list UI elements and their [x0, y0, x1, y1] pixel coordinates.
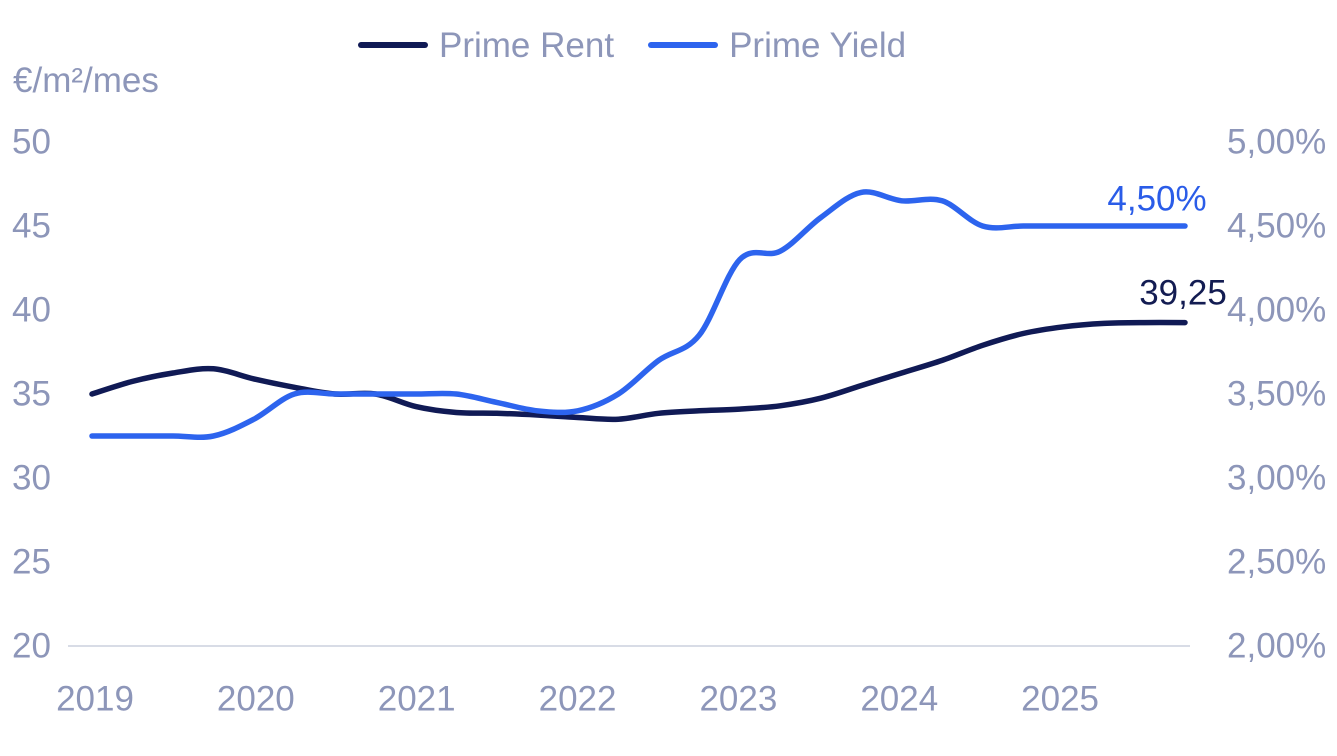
prime-rent-legend-label: Prime Rent: [439, 25, 615, 65]
legend: Prime Rent Prime Yield: [358, 24, 906, 66]
left-axis-tick: 20: [12, 626, 51, 666]
left-axis-tick: 25: [12, 542, 51, 582]
x-axis-tick: 2025: [1021, 679, 1100, 719]
left-axis-title: €/m²/mes: [13, 61, 159, 100]
right-axis-tick: 5,00%: [1227, 122, 1327, 162]
left-axis-tick: 45: [12, 206, 51, 246]
legend-item-prime-yield: Prime Yield: [648, 28, 906, 63]
left-axis-tick: 30: [12, 458, 51, 498]
right-axis-tick: 3,50%: [1227, 374, 1327, 414]
prime-rent-line: [89, 319, 1188, 423]
legend-item-prime-rent: Prime Rent: [358, 28, 614, 63]
x-axis-tick: 2023: [699, 679, 778, 719]
prime-yield-line: [89, 189, 1188, 440]
left-axis-tick: 50: [12, 122, 51, 162]
right-axis-tick: 4,50%: [1227, 206, 1327, 246]
right-axis-tick: 2,50%: [1227, 542, 1327, 582]
prime-yield-line-swatch: [648, 42, 719, 48]
x-axis-tick: 2021: [377, 679, 456, 719]
right-axis-tick: 2,00%: [1227, 626, 1327, 666]
x-axis-tick: 2019: [56, 679, 134, 719]
left-axis-tick: 35: [12, 374, 51, 414]
prime-yield-value-label: 4,50%: [1107, 179, 1207, 219]
right-axis-tick: 4,00%: [1227, 290, 1327, 330]
x-axis-tick: 2020: [216, 679, 295, 719]
left-axis-tick: 40: [12, 290, 51, 330]
prime-rent-value-label: 39,25: [1139, 273, 1227, 313]
prime-rent-line-swatch: [358, 42, 428, 48]
x-axis-tick: 2022: [538, 679, 617, 719]
prime-yield-legend-label: Prime Yield: [729, 25, 907, 65]
right-axis-tick: 3,00%: [1227, 458, 1327, 498]
x-axis-tick: 2024: [860, 679, 939, 719]
